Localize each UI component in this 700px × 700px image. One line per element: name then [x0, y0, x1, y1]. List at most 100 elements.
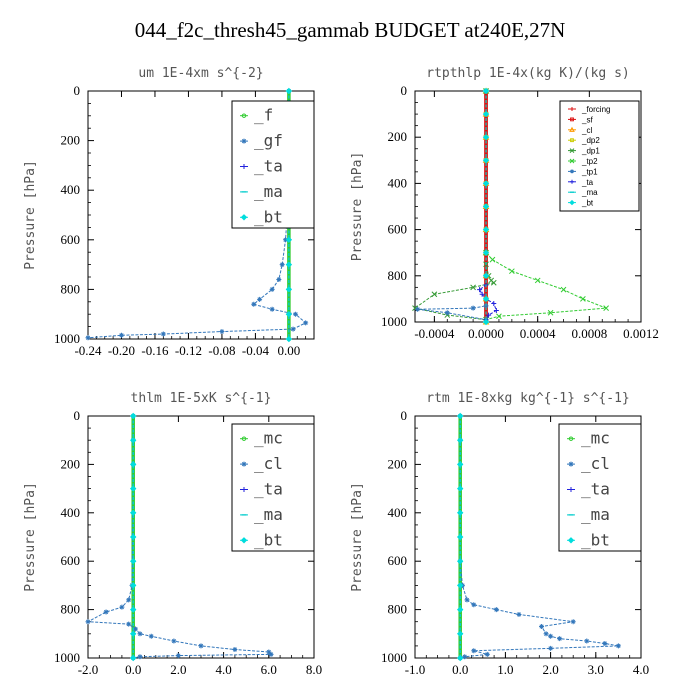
- legend-label: _ma: [254, 505, 283, 524]
- data-point: [160, 331, 166, 337]
- data-point: [118, 332, 124, 338]
- legend-label: _ma: [254, 182, 283, 201]
- chart-panel-3: rtm 1E-8xkg kg^{-1} s^{-1} Pressure [hPa]…: [350, 391, 649, 677]
- legend-label: _ta: [254, 480, 283, 499]
- data-point: [129, 630, 137, 638]
- data-point: [137, 654, 143, 660]
- data-point: [482, 133, 490, 141]
- data-point: [148, 633, 154, 639]
- data-point: [129, 436, 137, 444]
- data-point: [482, 157, 490, 164]
- data-point: [232, 647, 238, 653]
- data-point: [560, 286, 567, 293]
- data-point: [483, 303, 489, 309]
- data-point: [269, 286, 275, 292]
- data-point: [548, 633, 554, 639]
- data-point: [137, 631, 143, 637]
- data-point: [129, 412, 137, 420]
- legend-label: _mc: [254, 429, 283, 448]
- data-point: [482, 87, 490, 95]
- data-point: [103, 609, 109, 615]
- y-tick-label: 800: [388, 602, 408, 617]
- data-point: [491, 301, 497, 307]
- data-point: [456, 654, 464, 662]
- data-point: [456, 533, 464, 541]
- data-point: [268, 651, 274, 657]
- legend-label: _tp1: [581, 167, 598, 176]
- data-point: [543, 631, 549, 637]
- data-point: [548, 645, 554, 651]
- data-point: [132, 626, 138, 632]
- legend-marker: [569, 158, 575, 164]
- data-point: [482, 226, 490, 233]
- legend-box: [559, 100, 640, 212]
- x-tick-label: -0.20: [108, 343, 135, 358]
- data-point: [471, 648, 477, 654]
- data-point: [486, 312, 492, 318]
- data-point: [129, 485, 137, 492]
- data-point: [602, 640, 608, 646]
- data-point: [129, 461, 137, 468]
- x-tick-label: 4.0: [215, 662, 231, 677]
- data-point: [303, 320, 309, 326]
- x-tick-label: 0.0000: [468, 326, 504, 341]
- legend-label: _ma: [581, 188, 598, 197]
- x-tick-label: -0.16: [141, 343, 169, 358]
- data-point: [539, 624, 545, 630]
- data-point: [285, 335, 293, 343]
- legend-label: _cl: [581, 454, 610, 473]
- y-tick-label: 600: [388, 553, 408, 568]
- x-tick-label: -0.08: [208, 343, 235, 358]
- data-point: [482, 318, 490, 326]
- legend-marker: [569, 148, 575, 153]
- x-tick-label: -0.12: [175, 343, 202, 358]
- legend: _mc _cl _ta _ma _bt: [231, 423, 315, 552]
- y-tick-label: 200: [61, 133, 81, 148]
- data-point: [119, 604, 125, 610]
- data-point: [283, 237, 289, 243]
- legend-marker: [241, 487, 247, 492]
- data-point: [129, 606, 137, 613]
- data-point: [175, 653, 181, 659]
- data-point: [603, 305, 609, 311]
- data-point: [615, 643, 621, 649]
- data-point: [126, 597, 132, 603]
- data-point: [464, 597, 470, 603]
- legend-marker: [240, 214, 248, 221]
- data-point: [580, 296, 586, 302]
- y-tick-label: 800: [61, 602, 81, 617]
- legend-marker: [568, 487, 574, 492]
- y-tick-label: 800: [388, 268, 408, 283]
- data-point: [557, 636, 563, 642]
- data-point: [219, 329, 225, 335]
- chart-panel-2: thlm 1E-5xK s^{-1} Pressure [hPa] -2.0 0.0 2…: [23, 391, 322, 677]
- data-point: [477, 287, 483, 293]
- data-point: [482, 110, 490, 118]
- panel-title: rtm 1E-8xkg kg^{-1} s^{-1}: [426, 391, 630, 406]
- data-point: [129, 533, 137, 541]
- data-point: [484, 651, 490, 657]
- data-point: [456, 461, 464, 468]
- chart-panel-1: rtpthlp 1E-4x(kg K)/(kg s) Pressure [hPa]…: [350, 66, 659, 341]
- data-point: [129, 654, 137, 662]
- data-point: [456, 485, 464, 492]
- x-tick-label: 8.0: [306, 662, 322, 677]
- legend-marker: [570, 169, 574, 174]
- x-tick-label: 0.0008: [571, 326, 607, 341]
- x-tick-label: 0.0: [452, 662, 468, 677]
- data-point: [482, 203, 490, 210]
- x-tick-label: 2.0: [170, 662, 186, 677]
- legend-marker: [570, 138, 574, 143]
- panel-title: um 1E-4xm s^{-2}: [138, 66, 263, 81]
- data-point: [482, 180, 490, 187]
- x-tick-label: 0.0004: [520, 326, 556, 341]
- data-point: [456, 606, 464, 613]
- data-point: [285, 261, 293, 268]
- legend-label: _forcing: [581, 105, 610, 114]
- data-point: [269, 306, 275, 312]
- y-tick-label: 600: [388, 222, 408, 237]
- legend-marker: [241, 436, 247, 441]
- y-tick-label: 1000: [54, 331, 80, 346]
- data-point: [257, 296, 263, 302]
